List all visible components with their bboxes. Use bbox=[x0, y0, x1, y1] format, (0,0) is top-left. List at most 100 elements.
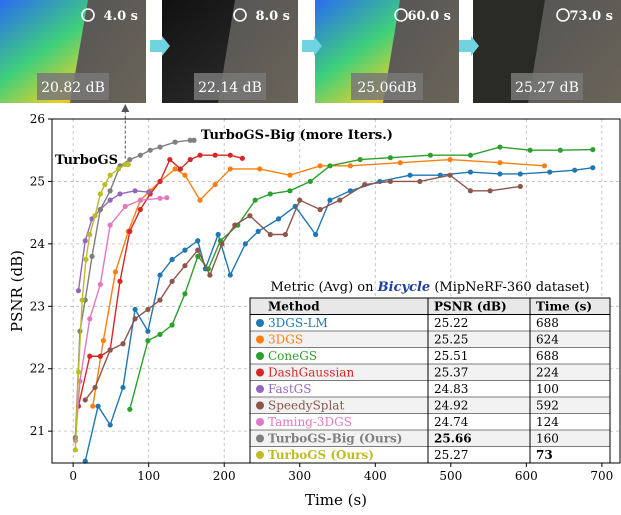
data-point bbox=[82, 397, 88, 403]
x-tick-label: 100 bbox=[137, 469, 160, 483]
data-point bbox=[212, 152, 218, 158]
legend-marker bbox=[256, 385, 264, 393]
label-box bbox=[511, 73, 583, 100]
legend-label: DashGaussian bbox=[268, 366, 354, 380]
data-point bbox=[427, 152, 434, 158]
table-time: 124 bbox=[536, 415, 559, 429]
label-box bbox=[351, 73, 423, 100]
data-point bbox=[590, 146, 596, 153]
data-point bbox=[362, 181, 368, 188]
table-time: 224 bbox=[536, 366, 559, 380]
data-point bbox=[127, 406, 133, 412]
data-point bbox=[182, 291, 188, 297]
data-point bbox=[212, 181, 218, 188]
data-point bbox=[297, 197, 303, 203]
legend-marker bbox=[256, 335, 264, 344]
y-tick-label: 24 bbox=[30, 237, 46, 251]
data-point bbox=[115, 166, 122, 172]
panel-time: 73.0 s bbox=[569, 9, 613, 24]
table-title: Metric (Avg) on Bicycle (MipNeRF-360 dat… bbox=[270, 280, 589, 295]
data-point bbox=[287, 172, 293, 178]
data-point bbox=[157, 272, 163, 278]
legend-marker bbox=[256, 418, 264, 426]
data-point bbox=[122, 203, 128, 210]
stopwatch-icon bbox=[394, 8, 408, 22]
data-point bbox=[252, 197, 258, 203]
legend-marker bbox=[256, 434, 264, 443]
panel-time: 60.0 s bbox=[407, 9, 451, 24]
table-row-bg bbox=[250, 364, 610, 381]
x-axis-label: Time (s) bbox=[305, 491, 367, 509]
data-point bbox=[337, 197, 343, 203]
table-title-part: (MipNeRF-360 dataset) bbox=[434, 280, 589, 295]
legend-marker bbox=[256, 352, 264, 360]
legend-label: FastGS bbox=[268, 382, 311, 396]
data-point bbox=[497, 171, 503, 177]
x-tick-label: 700 bbox=[590, 469, 613, 483]
data-point bbox=[177, 166, 184, 172]
x-tick-label: 0 bbox=[69, 469, 77, 483]
data-point bbox=[87, 353, 93, 359]
data-point bbox=[157, 297, 163, 303]
x-tick-label: 600 bbox=[515, 469, 538, 483]
data-point bbox=[497, 160, 503, 166]
data-point bbox=[92, 384, 98, 391]
legend-label: 3DGS bbox=[268, 333, 303, 347]
data-point bbox=[97, 353, 103, 359]
data-point bbox=[95, 403, 101, 409]
series-line bbox=[84, 174, 521, 401]
data-point bbox=[182, 247, 188, 253]
data-point bbox=[117, 191, 123, 197]
data-point bbox=[157, 178, 163, 185]
data-point bbox=[317, 163, 323, 169]
data-point bbox=[83, 256, 89, 263]
panel-time: 8.0 s bbox=[256, 9, 290, 24]
table-psnr: 25.37 bbox=[434, 366, 468, 380]
stopwatch-icon bbox=[81, 8, 95, 22]
data-point bbox=[157, 331, 163, 337]
arrow bbox=[459, 36, 479, 56]
data-point bbox=[157, 195, 163, 201]
stopwatch-icon bbox=[556, 8, 570, 22]
legend-label: SpeedySplat bbox=[268, 399, 344, 413]
data-point bbox=[541, 163, 548, 169]
data-point bbox=[72, 447, 79, 453]
data-point bbox=[467, 152, 474, 158]
data-point bbox=[137, 197, 143, 203]
data-point bbox=[257, 166, 263, 172]
data-point bbox=[487, 188, 493, 194]
table-psnr: 24.74 bbox=[434, 415, 469, 429]
table-psnr: 24.92 bbox=[434, 399, 468, 413]
data-point bbox=[107, 347, 113, 353]
table-header: Method bbox=[268, 300, 320, 314]
table-title-part: Bicycle bbox=[377, 280, 431, 295]
data-point bbox=[187, 137, 193, 143]
data-point bbox=[527, 147, 533, 153]
stopwatch-icon bbox=[233, 8, 247, 22]
y-tick-label: 22 bbox=[30, 362, 45, 376]
data-point bbox=[132, 316, 138, 322]
arrow bbox=[302, 36, 322, 56]
table-time: 160 bbox=[536, 432, 559, 446]
series-line bbox=[77, 154, 243, 407]
data-point bbox=[227, 272, 233, 278]
data-point bbox=[497, 144, 503, 150]
table-psnr: 25.66 bbox=[434, 432, 472, 446]
arrow bbox=[150, 36, 170, 56]
panel-psnr: 25.27 dB bbox=[515, 80, 579, 96]
data-point bbox=[242, 241, 248, 247]
data-point bbox=[407, 172, 413, 178]
data-point bbox=[169, 256, 175, 263]
data-point bbox=[267, 191, 273, 197]
data-point bbox=[87, 316, 93, 322]
table-time: 688 bbox=[536, 349, 559, 363]
legend-marker bbox=[256, 319, 264, 327]
table-time: 624 bbox=[536, 333, 559, 347]
data-point bbox=[275, 216, 282, 222]
data-point bbox=[327, 197, 333, 203]
label-box bbox=[37, 73, 109, 100]
data-point bbox=[75, 369, 82, 375]
table-psnr: 25.51 bbox=[434, 349, 468, 363]
data-point bbox=[97, 281, 103, 288]
